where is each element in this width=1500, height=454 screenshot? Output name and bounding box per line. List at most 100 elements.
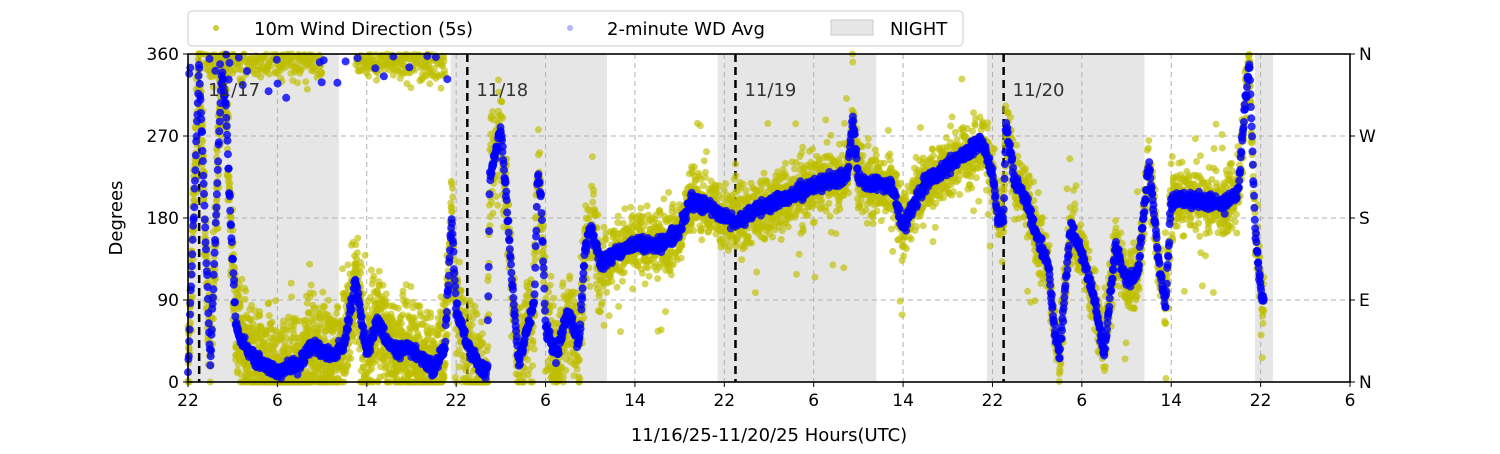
point-5s-wind-direction [493, 193, 500, 200]
point-5s-wind-direction [226, 180, 233, 187]
point-5s-wind-direction [599, 299, 606, 306]
point-5s-wind-direction [769, 234, 776, 241]
point-5s-wind-direction [603, 289, 610, 296]
point-5s-wind-direction [395, 305, 402, 312]
point-5s-wind-direction [792, 120, 799, 127]
point-5s-wind-direction [288, 280, 295, 287]
point-5s-wind-direction [485, 273, 492, 280]
point-5s-wind-direction [885, 127, 892, 134]
point-5s-wind-direction [562, 367, 569, 374]
point-5s-wind-direction [691, 163, 698, 170]
point-5s-wind-direction [354, 249, 361, 256]
point-5s-wind-direction [818, 197, 825, 204]
point-5s-wind-direction [799, 144, 806, 151]
point-5s-wind-direction [745, 233, 752, 240]
point-5s-wind-direction [658, 326, 665, 333]
point-5s-wind-direction [642, 280, 649, 287]
point-5s-wind-direction [738, 256, 745, 263]
point-5s-wind-direction [407, 283, 414, 290]
point-5s-wind-direction [753, 269, 760, 276]
point-5s-wind-direction [427, 314, 434, 321]
point-5s-wind-direction [698, 236, 705, 243]
point-5s-wind-direction [472, 303, 479, 310]
point-5s-wind-direction [242, 296, 249, 303]
point-5s-wind-direction [930, 152, 937, 159]
point-5s-wind-direction [484, 343, 491, 350]
point-5s-wind-direction [897, 180, 904, 187]
point-5s-wind-direction [697, 122, 704, 129]
point-5s-wind-direction [669, 201, 676, 208]
point-5s-wind-direction [601, 224, 608, 231]
point-5s-wind-direction [334, 304, 341, 311]
point-5s-wind-direction [321, 303, 328, 310]
point-5s-wind-direction [449, 185, 456, 192]
point-5s-wind-direction [644, 264, 651, 271]
point-5s-wind-direction [811, 274, 818, 281]
point-5s-wind-direction [778, 236, 785, 243]
point-5s-wind-direction [862, 207, 869, 214]
point-5s-wind-direction [441, 58, 448, 65]
point-5s-wind-direction [827, 213, 834, 220]
point-5s-wind-direction [576, 375, 583, 382]
point-5s-wind-direction [494, 202, 501, 209]
point-5s-wind-direction [438, 85, 445, 92]
point-5s-wind-direction [893, 171, 900, 178]
point-5s-wind-direction [930, 238, 937, 245]
point-5s-wind-direction [668, 271, 675, 278]
point-5s-wind-direction [615, 303, 622, 310]
point-5s-wind-direction [535, 126, 542, 133]
point-5s-wind-direction [840, 264, 847, 271]
point-5s-wind-direction [576, 357, 583, 364]
point-5s-wind-direction [841, 120, 848, 127]
point-5s-wind-direction [325, 297, 332, 304]
point-5s-wind-direction [732, 172, 739, 179]
point-5s-wind-direction [873, 152, 880, 159]
point-5s-wind-direction [881, 160, 888, 167]
point-5s-wind-direction [380, 282, 387, 289]
point-5s-wind-direction [900, 253, 907, 260]
point-5s-wind-direction [266, 312, 273, 319]
point-5s-wind-direction [843, 95, 850, 102]
point-5s-wind-direction [614, 284, 621, 291]
point-5s-wind-direction [499, 114, 506, 121]
point-5s-wind-direction [319, 289, 326, 296]
point-5s-wind-direction [732, 243, 739, 250]
point-5s-wind-direction [690, 227, 697, 234]
point-5s-wind-direction [732, 161, 739, 168]
point-5s-wind-direction [748, 240, 755, 247]
point-5s-wind-direction [644, 202, 651, 209]
point-5s-wind-direction [836, 206, 843, 213]
point-5s-wind-direction [886, 151, 893, 158]
point-5s-wind-direction [566, 275, 573, 282]
point-5s-wind-direction [365, 73, 372, 80]
point-5s-wind-direction [804, 211, 811, 218]
point-5s-wind-direction [722, 180, 729, 187]
point-5s-wind-direction [346, 349, 353, 356]
point-5s-wind-direction [903, 245, 910, 252]
point-5s-wind-direction [629, 285, 636, 292]
point-5s-wind-direction [288, 293, 295, 300]
point-5s-wind-direction [589, 199, 596, 206]
point-5s-wind-direction [702, 174, 709, 181]
point-5s-wind-direction [865, 135, 872, 142]
point-5s-wind-direction [849, 59, 856, 66]
point-5s-wind-direction [239, 276, 246, 283]
point-5s-wind-direction [310, 290, 317, 297]
point-5s-wind-direction [529, 362, 536, 369]
point-5s-wind-direction [779, 227, 786, 234]
point-5s-wind-direction [654, 275, 661, 282]
point-5s-wind-direction [488, 199, 495, 206]
point-5s-wind-direction [272, 297, 279, 304]
point-5s-wind-direction [889, 248, 896, 255]
point-5s-wind-direction [761, 170, 768, 177]
point-5s-wind-direction [678, 255, 685, 262]
point-5s-wind-direction [580, 314, 587, 321]
point-5s-wind-direction [660, 195, 667, 202]
point-5s-wind-direction [845, 189, 852, 196]
point-5s-wind-direction [785, 223, 792, 230]
point-5s-wind-direction [242, 288, 249, 295]
point-5s-wind-direction [354, 235, 361, 242]
point-5s-wind-direction [703, 148, 710, 155]
